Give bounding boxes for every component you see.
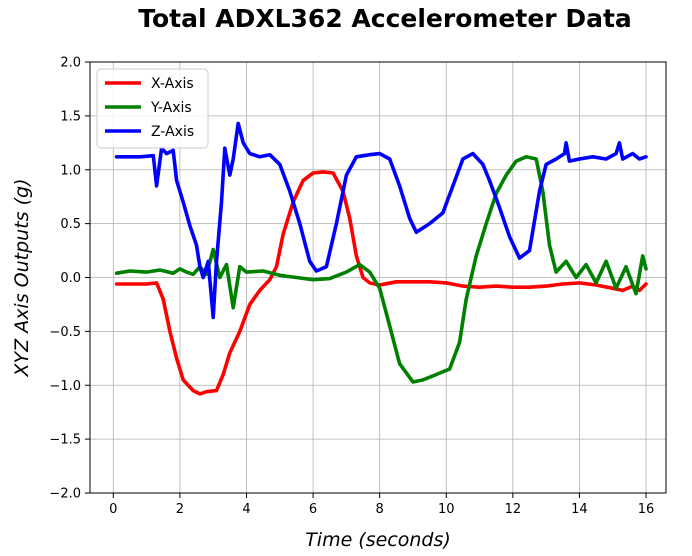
y-tick-label: −0.5 — [49, 325, 81, 340]
legend: X-Axis Y-Axis Z-Axis — [96, 68, 209, 149]
y-tick-label: −1.0 — [49, 379, 81, 394]
y-tick-label: 0.5 — [60, 217, 81, 232]
legend-label: Y-Axis — [150, 100, 192, 116]
ticks: 0 2 4 6 8 10 12 14 16 −2.0 −1.5 −1.0 −0.5 0.0 0.5 1.0 1.… — [49, 56, 654, 518]
y-tick-label: −2.0 — [49, 487, 81, 502]
chart-title: Total ADXL362 Accelerometer Data — [138, 4, 632, 33]
x-tick-label: 4 — [242, 502, 250, 517]
series-line-x-axis — [114, 170, 648, 396]
y-tick-label: 1.5 — [60, 109, 81, 124]
x-tick-label: 6 — [309, 502, 317, 517]
x-tick-label: 16 — [638, 502, 655, 517]
legend-label: Z-Axis — [151, 124, 194, 140]
y-tick-label: 0.0 — [60, 271, 81, 286]
x-tick-label: 14 — [571, 502, 588, 517]
legend-label: X-Axis — [151, 76, 194, 92]
x-tick-label: 0 — [109, 502, 117, 517]
x-axis-label: Time (seconds) — [305, 529, 451, 551]
y-tick-label: 1.0 — [60, 163, 81, 178]
x-tick-label: 2 — [176, 502, 184, 517]
y-tick-label: 2.0 — [60, 56, 81, 71]
series-group — [114, 121, 648, 396]
series-line-z-axis — [114, 121, 648, 320]
y-tick-label: −1.5 — [49, 433, 81, 448]
y-axis-label: XYZ Axis Outputs (g) — [11, 179, 33, 378]
legend-box — [96, 68, 209, 149]
x-tick-label: 12 — [505, 502, 522, 517]
x-tick-label: 10 — [438, 502, 455, 517]
x-tick-label: 8 — [376, 502, 384, 517]
